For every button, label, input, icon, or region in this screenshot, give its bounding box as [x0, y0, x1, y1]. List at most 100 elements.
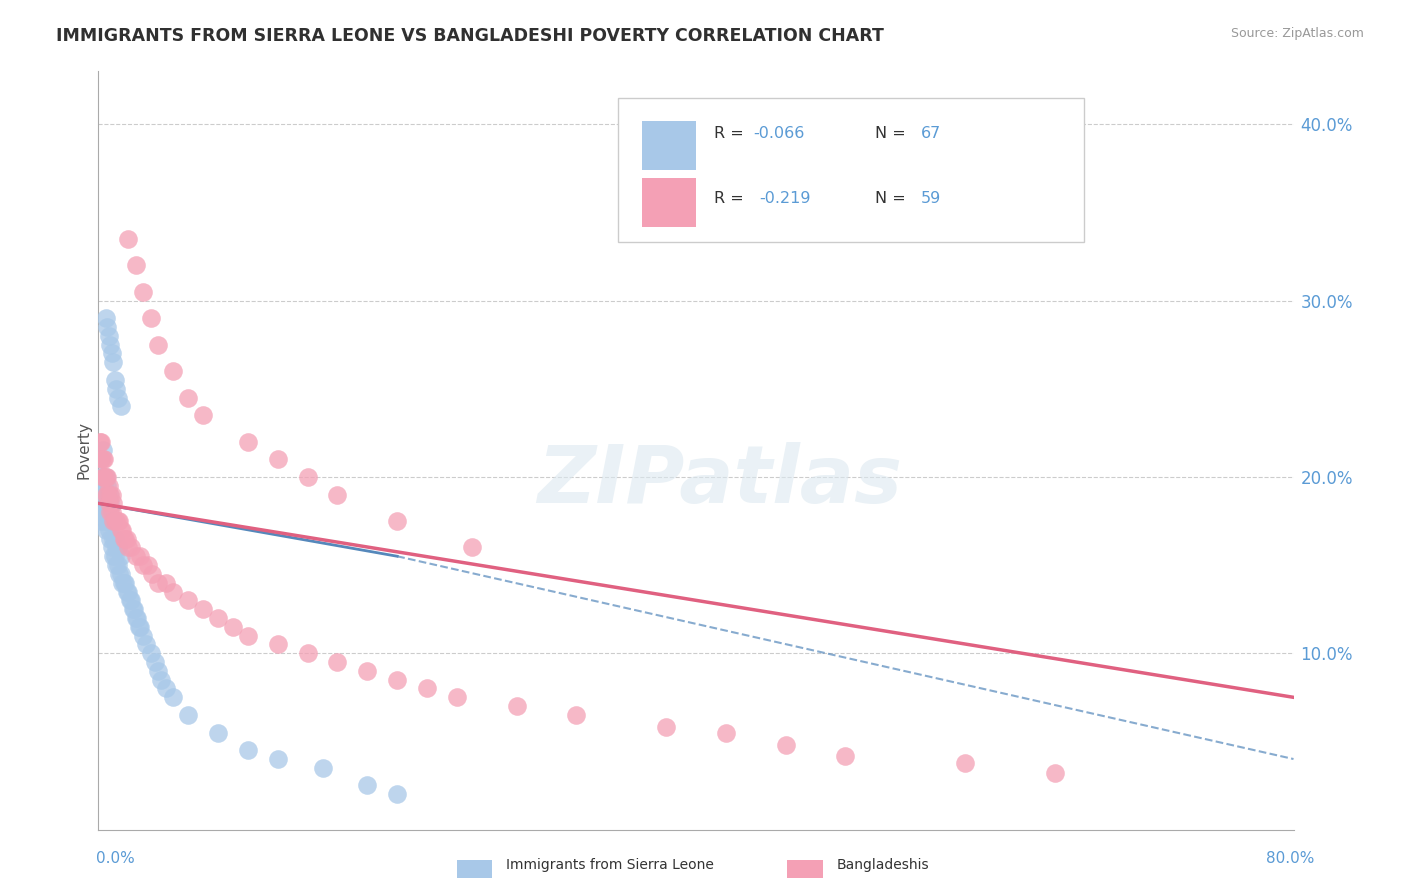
Point [565, 708, 588, 723]
Point [90, 487, 112, 501]
Point [104, 532, 127, 546]
Point [103, 514, 125, 528]
Point [132, 285, 155, 299]
Point [162, 690, 184, 705]
Point [118, 593, 141, 607]
Point [94, 523, 117, 537]
Point [125, 258, 148, 272]
Point [148, 664, 170, 678]
Point [110, 400, 132, 414]
Point [107, 514, 129, 528]
Point [91, 443, 114, 458]
Point [97, 523, 120, 537]
Point [191, 602, 214, 616]
Point [132, 558, 155, 572]
Point [101, 505, 124, 519]
Point [125, 549, 148, 564]
FancyBboxPatch shape [619, 98, 1084, 242]
Point [655, 720, 678, 734]
Point [139, 646, 162, 660]
Point [108, 514, 131, 528]
Point [97, 479, 120, 493]
Point [506, 699, 529, 714]
Point [114, 575, 136, 590]
Point [93, 479, 115, 493]
Text: 59: 59 [921, 191, 941, 206]
Point [101, 541, 124, 555]
Point [714, 725, 737, 739]
Y-axis label: Poverty: Poverty [76, 421, 91, 480]
Point [110, 549, 132, 564]
Point [89, 496, 111, 510]
Point [94, 470, 117, 484]
Text: Source: ZipAtlas.com: Source: ZipAtlas.com [1230, 27, 1364, 40]
Point [129, 549, 152, 564]
Point [446, 690, 468, 705]
Point [108, 566, 131, 581]
Point [177, 391, 200, 405]
Point [103, 532, 125, 546]
Text: Bangladeshis: Bangladeshis [837, 858, 929, 872]
Point [98, 337, 122, 351]
Point [105, 382, 128, 396]
Point [94, 487, 117, 501]
Point [222, 620, 245, 634]
Text: 0.0%: 0.0% [96, 852, 135, 866]
Point [120, 593, 142, 607]
Point [207, 611, 229, 625]
Text: N =: N = [876, 126, 911, 141]
Point [111, 523, 134, 537]
Point [96, 514, 118, 528]
Point [96, 470, 118, 484]
Point [114, 532, 136, 546]
Point [385, 787, 409, 801]
Point [96, 487, 118, 501]
Point [162, 364, 184, 378]
Point [297, 470, 319, 484]
Point [105, 541, 128, 555]
Point [148, 575, 170, 590]
Point [461, 541, 484, 555]
Point [103, 514, 125, 528]
Point [103, 549, 125, 564]
Point [143, 655, 166, 669]
Point [94, 470, 117, 484]
Point [128, 620, 150, 634]
Point [93, 470, 115, 484]
Point [139, 311, 162, 326]
Point [107, 391, 129, 405]
Point [150, 673, 173, 687]
Point [97, 329, 120, 343]
Point [120, 541, 142, 555]
Point [93, 452, 115, 467]
Point [112, 575, 135, 590]
Point [125, 611, 148, 625]
Point [107, 558, 129, 572]
Point [94, 311, 117, 326]
Point [135, 637, 157, 651]
Point [105, 558, 128, 572]
Point [267, 752, 290, 766]
Point [101, 487, 124, 501]
Point [111, 575, 134, 590]
Point [94, 505, 117, 519]
Point [141, 566, 163, 581]
Text: 67: 67 [921, 126, 941, 141]
Text: Immigrants from Sierra Leone: Immigrants from Sierra Leone [506, 858, 714, 872]
Point [356, 664, 378, 678]
Point [103, 355, 125, 369]
Point [155, 681, 177, 696]
Point [98, 487, 122, 501]
Point [90, 470, 112, 484]
Point [104, 514, 127, 528]
Point [98, 496, 122, 510]
Point [148, 337, 170, 351]
Point [97, 487, 120, 501]
Point [110, 523, 132, 537]
Point [191, 408, 214, 422]
Point [155, 575, 177, 590]
Point [89, 514, 111, 528]
Point [162, 584, 184, 599]
Point [311, 761, 333, 775]
Point [96, 479, 118, 493]
